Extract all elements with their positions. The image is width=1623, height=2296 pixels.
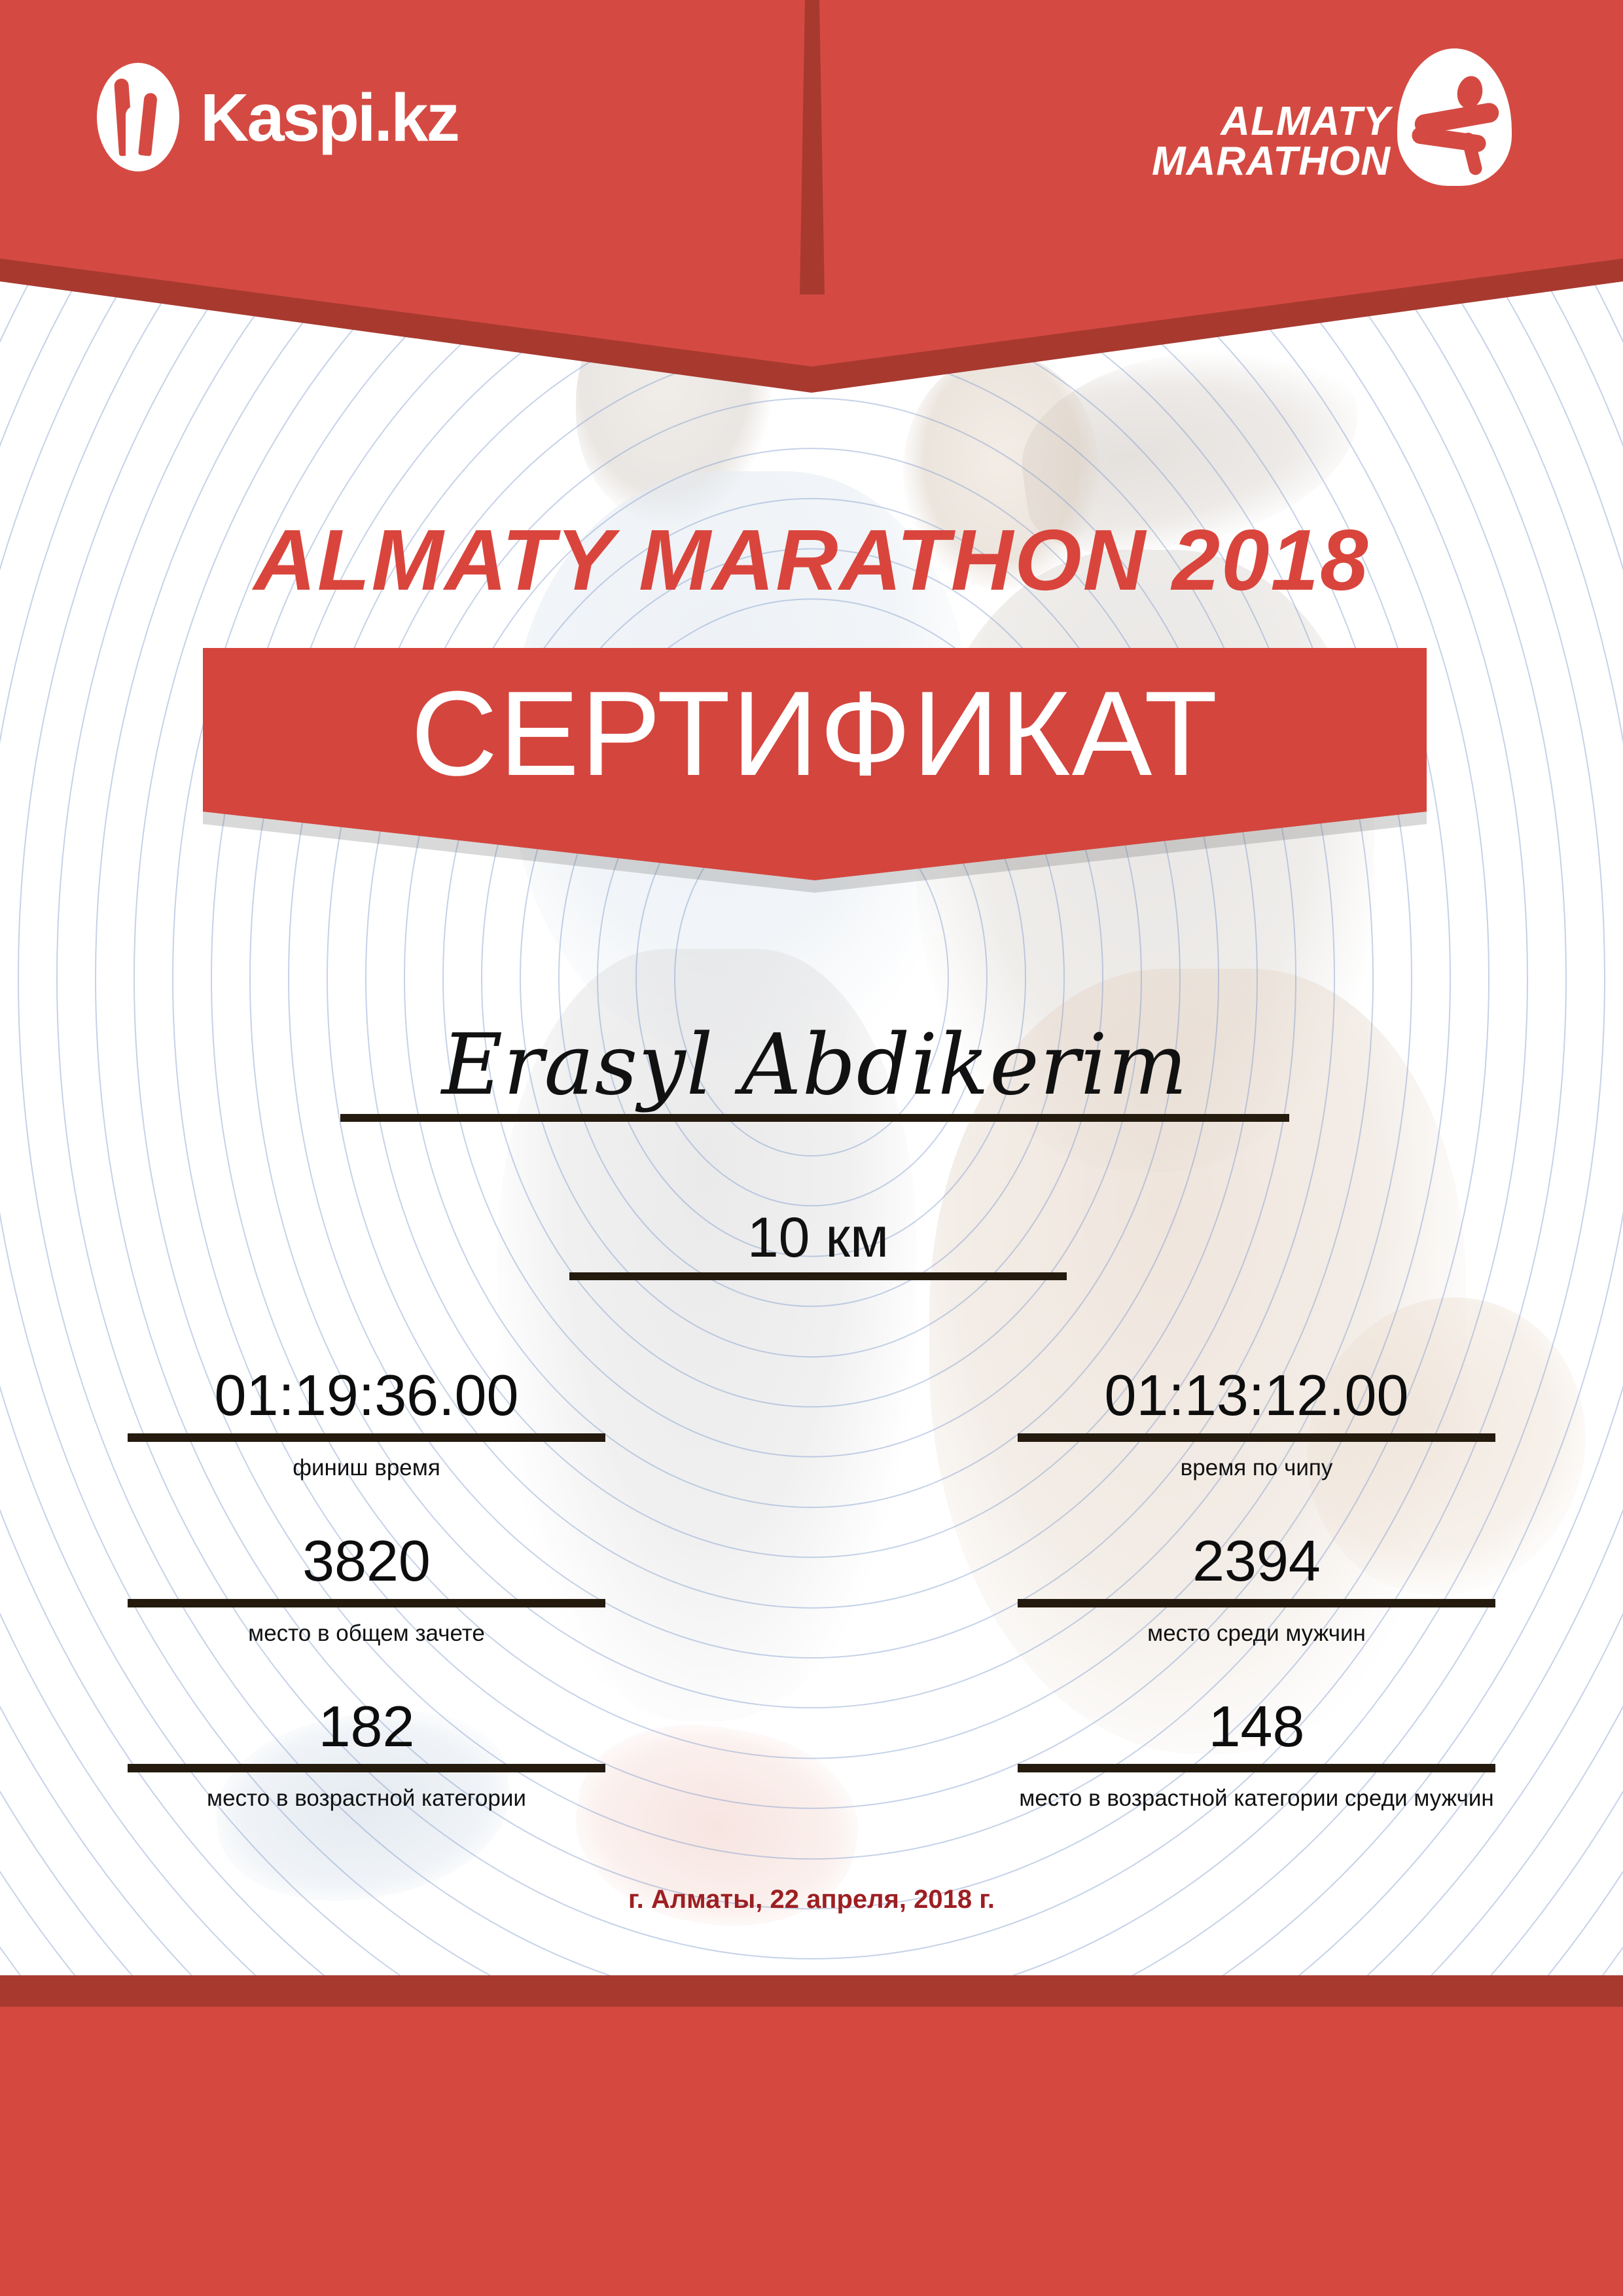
stat-age-category-men-place: 148 место в возрастной категории среди му… xyxy=(1018,1693,1495,1812)
age-category-place-value: 182 xyxy=(318,1693,415,1759)
stat-chip-time: 01:13:12.00 время по чипу xyxy=(1018,1361,1495,1481)
age-category-men-place-rule xyxy=(1018,1764,1495,1773)
age-category-men-place-label: место в возрастной категории среди мужчи… xyxy=(1019,1785,1494,1812)
stat-finish-time: 01:19:36.00 финиш время xyxy=(128,1361,605,1481)
kaspi-logo[interactable]: Kaspi.kz xyxy=(97,63,460,171)
age-category-place-rule xyxy=(128,1764,605,1773)
men-place-value: 2394 xyxy=(1192,1528,1321,1593)
almaty-marathon-line1: ALMATY xyxy=(1221,99,1391,144)
participant-name: Erasyl Abdikerim xyxy=(441,1016,1188,1114)
stat-overall-place: 3820 место в общем зачете xyxy=(128,1527,605,1647)
finish-time-value: 01:19:36.00 xyxy=(214,1363,519,1427)
footer-band xyxy=(0,2007,1623,2296)
almaty-marathon-logo[interactable]: ALMATY MARATHON xyxy=(1152,46,1512,186)
age-category-men-place-value: 148 xyxy=(1208,1693,1305,1759)
distance-block: 10 км xyxy=(569,1208,1067,1280)
participant-name-block: Erasyl Abdikerim xyxy=(340,1021,1289,1122)
stat-row: 01:19:36.00 финиш время 01:13:12.00 время п… xyxy=(0,1361,1623,1481)
date-line: г. Алматы, 22 апреля, 2018 г. xyxy=(628,1885,995,1914)
finish-time-label: финиш время xyxy=(293,1454,440,1480)
kaspi-wordmark: Kaspi.kz xyxy=(200,79,460,155)
chip-time-rule xyxy=(1018,1433,1495,1442)
stat-row: 182 место в возрастной категории 148 место … xyxy=(0,1693,1623,1812)
almaty-marathon-line2: MARATHON xyxy=(1151,138,1391,184)
stat-row: 3820 место в общем зачете 2394 место среди … xyxy=(0,1527,1623,1647)
participant-name-rule xyxy=(340,1113,1289,1122)
certificate-label: СЕРТИФИКАТ xyxy=(410,666,1219,800)
stat-men-place: 2394 место среди мужчин xyxy=(1018,1527,1495,1647)
chip-time-value: 01:13:12.00 xyxy=(1104,1363,1409,1427)
distance-rule xyxy=(569,1272,1067,1280)
chip-time-label: время по чипу xyxy=(1180,1454,1333,1480)
almaty-marathon-runner-icon xyxy=(1397,48,1512,186)
event-title: ALMATY MARATHON 2018 xyxy=(253,512,1370,608)
footer-top-edge xyxy=(0,1975,1623,2007)
overall-place-value: 3820 xyxy=(302,1528,431,1593)
runner-a-legs xyxy=(497,949,916,1721)
finish-time-rule xyxy=(128,1433,605,1442)
kaspi-family-icon xyxy=(97,63,179,171)
overall-place-rule xyxy=(128,1598,605,1607)
men-place-rule xyxy=(1018,1598,1495,1607)
stats-grid: 01:19:36.00 финиш время 01:13:12.00 время п… xyxy=(0,1361,1623,1857)
runner-b-head xyxy=(903,353,1099,589)
age-category-place-label: место в возрастной категории xyxy=(207,1785,526,1812)
men-place-label: место среди мужчин xyxy=(1147,1620,1366,1646)
certificate-banner: СЕРТИФИКАТ xyxy=(203,648,1427,893)
overall-place-label: место в общем зачете xyxy=(248,1620,485,1646)
stat-age-category-place: 182 место в возрастной категории xyxy=(128,1693,605,1812)
distance-value: 10 км xyxy=(747,1206,889,1269)
kaspi-figure-shape xyxy=(126,106,152,166)
